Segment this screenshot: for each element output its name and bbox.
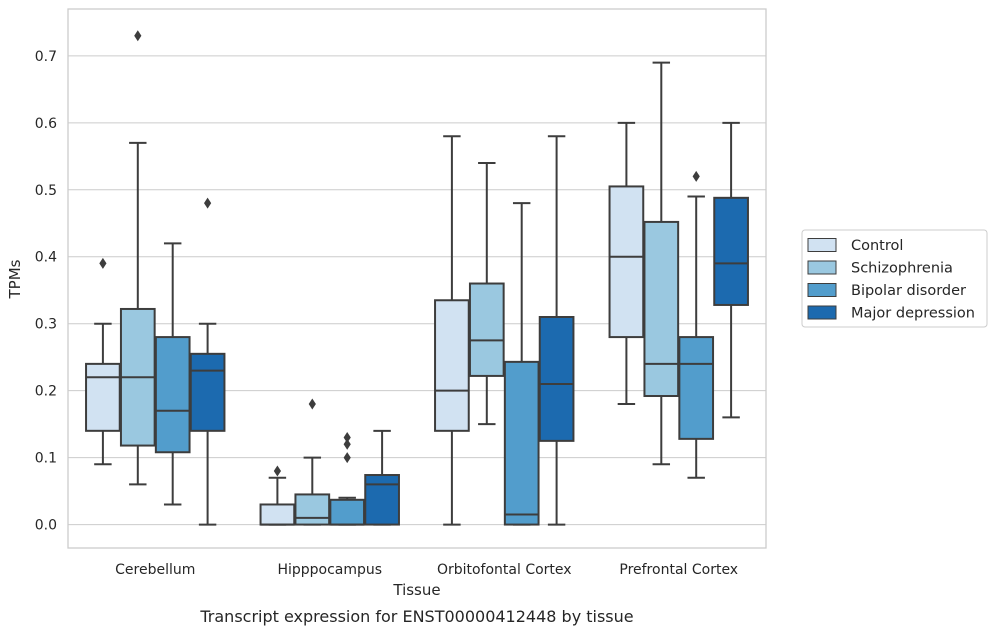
outlier-point	[99, 257, 107, 269]
chart-caption: Transcript expression for ENST0000041244…	[199, 607, 633, 626]
y-tick-label: 0.0	[35, 518, 57, 534]
outlier-point	[343, 432, 351, 444]
box-bipolar-disorder	[503, 202, 540, 526]
legend: Control Schizophrenia Bipolar disorder Majo…	[801, 229, 988, 328]
box-body	[294, 493, 331, 526]
plot-frame	[67, 8, 767, 549]
legend-label: Schizophrenia	[851, 261, 953, 277]
box-body	[468, 282, 505, 377]
box-body	[538, 316, 575, 442]
legend-items: Control Schizophrenia Bipolar disorder Majo…	[807, 238, 975, 322]
outlier-point	[204, 197, 212, 209]
box-schizophrenia	[468, 162, 505, 426]
y-tick-label: 0.3	[35, 317, 57, 333]
box-bipolar-disorder	[678, 170, 715, 479]
box-body	[364, 474, 400, 526]
box-body	[329, 498, 366, 526]
y-tick-label: 0.2	[35, 384, 57, 400]
box-major-depression	[713, 121, 749, 419]
outlier-point	[343, 452, 351, 464]
box-body	[503, 360, 540, 526]
box-major-depression	[538, 135, 575, 526]
box-body	[189, 352, 226, 432]
box-schizophrenia	[294, 398, 331, 526]
y-tick-label: 0.4	[35, 250, 57, 266]
legend-swatch	[807, 238, 837, 252]
y-tick-label: 0.6	[35, 116, 57, 132]
box-bipolar-disorder	[329, 432, 366, 526]
x-axis-label: Tissue	[392, 581, 440, 599]
outlier-point	[273, 465, 281, 477]
x-axis-ticks: Cerebellum Hipppocampus Orbitofontal Corte…	[115, 562, 738, 578]
x-tick-label: Orbitofontal Cortex	[437, 562, 572, 578]
plot-border	[67, 8, 767, 549]
box-body	[608, 185, 645, 339]
x-tick-label: Cerebellum	[115, 562, 195, 578]
box-body	[643, 220, 680, 398]
box-body	[154, 336, 191, 454]
legend-swatch	[807, 305, 837, 320]
outlier-point	[308, 398, 316, 410]
legend-label: Control	[851, 238, 903, 254]
x-tick-label: Prefrontal Cortex	[619, 562, 738, 578]
legend-label: Major depression	[851, 306, 975, 322]
legend-swatch	[807, 283, 837, 297]
outlier-point	[343, 438, 351, 450]
outlier-point	[134, 30, 142, 42]
box-schizophrenia	[643, 61, 680, 466]
y-tick-label: 0.5	[35, 183, 57, 199]
box-body	[434, 299, 470, 432]
box-major-depression	[189, 197, 226, 526]
box-body	[85, 362, 121, 432]
legend-frame	[801, 229, 988, 328]
box-major-depression	[364, 429, 400, 526]
box-control	[259, 465, 296, 526]
box-control	[608, 121, 645, 406]
y-tick-label: 0.7	[35, 49, 57, 65]
box-control	[85, 257, 121, 466]
y-axis-label: TPMs	[6, 259, 24, 299]
box-control	[434, 135, 470, 526]
y-tick-label: 0.1	[35, 451, 57, 467]
y-axis-ticks: 0.0 0.1 0.2 0.3 0.4 0.5 0.6 0.7	[35, 49, 57, 534]
box-body	[713, 196, 749, 306]
box-bipolar-disorder	[154, 242, 191, 506]
plot-area	[85, 30, 749, 526]
box-schizophrenia	[119, 30, 156, 486]
box-body	[678, 336, 715, 440]
legend-swatch	[807, 260, 837, 275]
box-body	[259, 503, 296, 526]
outlier-point	[692, 170, 700, 182]
x-tick-label: Hipppocampus	[277, 562, 382, 578]
legend-label: Bipolar disorder	[851, 283, 966, 299]
